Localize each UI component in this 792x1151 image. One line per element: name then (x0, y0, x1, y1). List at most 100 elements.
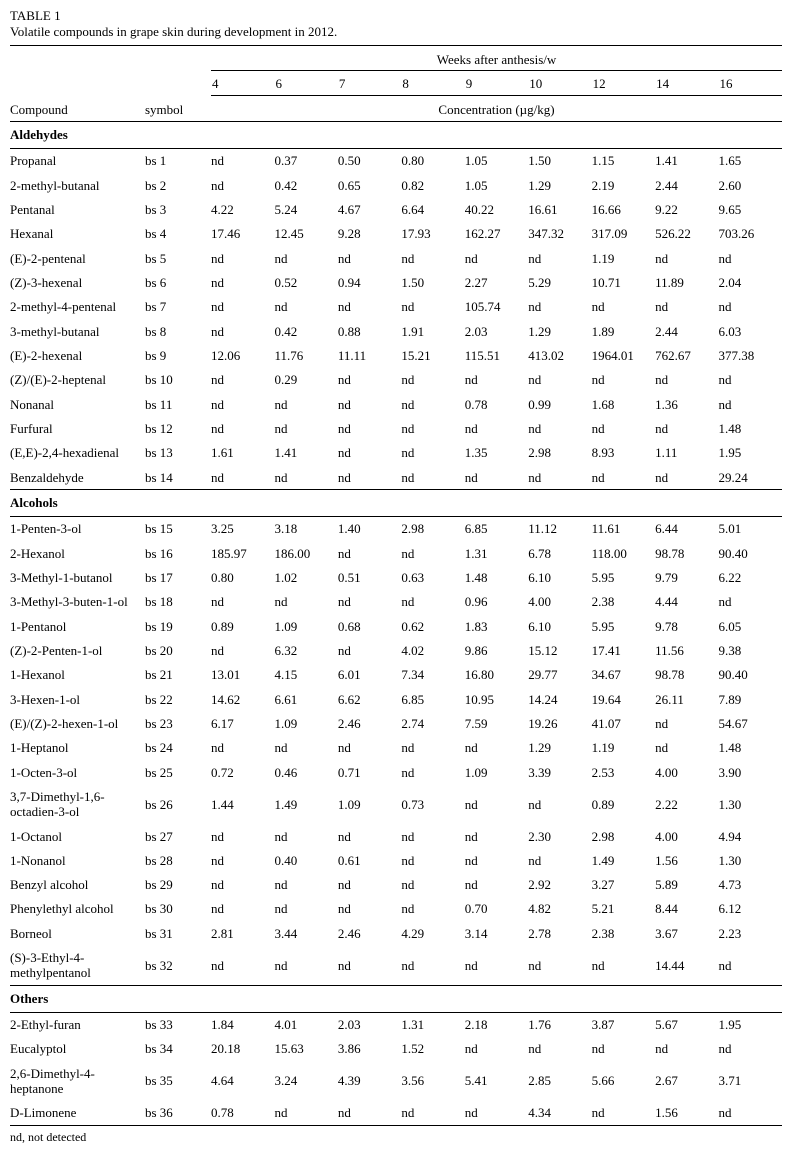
concentration-value: 5.89 (655, 877, 678, 893)
concentration-value: 5.24 (274, 201, 298, 217)
concentration-value: 15.12 (528, 642, 558, 658)
column-headers-row: Compound symbol Concentration (µg/kg) (10, 95, 782, 123)
section-title: Alcohols (10, 489, 782, 517)
concentration-value: 0.88 (337, 323, 361, 339)
concentration-value: 3.24 (274, 1073, 298, 1089)
compound-symbol: bs 28 (145, 852, 173, 868)
concentration-value: 6.78 (528, 545, 551, 561)
compound-symbol: bs 30 (145, 901, 173, 917)
compound-name: 3-Hexen-1-ol (10, 691, 81, 707)
compound-symbol: bs 35 (145, 1073, 173, 1089)
concentration-value: 1.44 (211, 796, 234, 812)
concentration-value: 703.26 (718, 226, 755, 242)
compound-name: 1-Heptanol (10, 740, 69, 756)
table-header: Weeks after anthesis/w 4 6 7 8 9 10 12 14 16 Com… (10, 45, 782, 123)
concentration-value: 0.46 (274, 764, 298, 780)
concentration-value: 8.44 (655, 901, 678, 917)
section-title: Aldehydes (10, 121, 782, 149)
concentration-value: nd (464, 852, 478, 868)
table-row: 2-methyl-butanal bs 2 nd 0.42 0.65 0.82 1.05 1.… (10, 173, 782, 197)
concentration-value: 14.44 (655, 957, 685, 973)
concentration-value: nd (401, 372, 415, 388)
concentration-value: 1.05 (464, 153, 488, 169)
concentration-value: nd (401, 299, 415, 315)
concentration-value: 2.81 (211, 925, 234, 941)
table-row: Benzyl alcohol bs 29 nd nd nd nd nd 2.92 3.27 5.8… (10, 873, 782, 897)
concentration-value: nd (464, 877, 478, 893)
table-body: Aldehydes Propanal bs 1 nd 0.37 0.50 0.80 1.05 1… (10, 121, 782, 1126)
concentration-value: nd (337, 545, 351, 561)
compound-name: (E)/(Z)-2-hexen-1-ol (10, 715, 119, 731)
concentration-value: 0.42 (274, 177, 298, 193)
concentration-value: 7.59 (464, 715, 488, 731)
compound-symbol: bs 34 (145, 1041, 173, 1057)
concentration-value: 1.29 (528, 323, 551, 339)
concentration-value: 2.23 (718, 925, 742, 941)
concentration-value: nd (655, 420, 669, 436)
compound-name: Pentanal (10, 201, 55, 217)
concentration-value: 98.78 (655, 667, 685, 683)
concentration-value: nd (211, 740, 224, 756)
compound-symbol: bs 4 (145, 226, 167, 242)
concentration-value: 0.72 (211, 764, 234, 780)
symbol-column-header: symbol (145, 95, 211, 123)
compound-symbol: bs 2 (145, 177, 167, 193)
concentration-value: 4.82 (528, 901, 551, 917)
concentration-value: 0.70 (464, 901, 488, 917)
concentration-value: nd (401, 877, 415, 893)
compound-symbol: bs 7 (145, 299, 167, 315)
concentration-value: 1.95 (718, 445, 742, 461)
concentration-value: 4.44 (655, 594, 678, 610)
compound-symbol: bs 25 (145, 764, 173, 780)
concentration-value: nd (401, 420, 415, 436)
concentration-value: 1.36 (655, 396, 678, 412)
compound-name: 3,7-Dimethyl-1,6-octadien-3-ol (10, 788, 105, 820)
compound-symbol: bs 10 (145, 372, 173, 388)
compound-symbol: bs 13 (145, 445, 173, 461)
concentration-value: nd (528, 1041, 542, 1057)
table-row: (Z)-3-hexenal bs 6 nd 0.52 0.94 1.50 2.27 5.29 1… (10, 270, 782, 294)
concentration-value: nd (211, 274, 224, 290)
concentration-value: 14.62 (211, 691, 241, 707)
concentration-value: 6.17 (211, 715, 234, 731)
concentration-value: 1.09 (464, 764, 488, 780)
concentration-value: 0.94 (337, 274, 361, 290)
concentration-value: nd (337, 372, 351, 388)
concentration-value: nd (591, 1105, 605, 1121)
table-row: (S)-3-Ethyl-4-methylpentanol bs 32 nd nd nd n… (10, 946, 782, 986)
concentration-value: nd (401, 445, 415, 461)
concentration-value: nd (401, 469, 415, 485)
concentration-value: nd (211, 877, 224, 893)
concentration-value: 0.52 (274, 274, 298, 290)
concentration-value: 115.51 (464, 347, 501, 363)
table-row: 3,7-Dimethyl-1,6-octadien-3-ol bs 26 1.44 1… (10, 784, 782, 824)
concentration-value: nd (274, 594, 288, 610)
concentration-value: nd (337, 828, 351, 844)
concentration-value: 0.80 (211, 569, 234, 585)
concentration-value: nd (337, 250, 351, 266)
concentration-value: nd (464, 420, 478, 436)
concentration-value: 1.19 (591, 740, 615, 756)
compound-name: 1-Hexanol (10, 667, 65, 683)
concentration-value: 1.02 (274, 569, 298, 585)
week-column-header: 10 (528, 70, 592, 97)
concentration-value: 2.53 (591, 764, 615, 780)
concentration-value: 1.09 (337, 796, 361, 812)
concentration-value: nd (274, 828, 288, 844)
compound-name: 2-methyl-butanal (10, 177, 100, 193)
section-row: Alcohols (10, 489, 782, 517)
concentration-value: 526.22 (655, 226, 691, 242)
concentration-value: nd (274, 396, 288, 412)
concentration-value: 11.61 (591, 521, 621, 537)
concentration-value: 2.38 (591, 594, 615, 610)
weeks-axis-label: Weeks after anthesis/w (211, 45, 782, 71)
concentration-value: 3.56 (401, 1073, 425, 1089)
concentration-value: 413.02 (528, 347, 564, 363)
concentration-value: nd (464, 1041, 478, 1057)
concentration-value: 3.71 (718, 1073, 742, 1089)
concentration-value: 6.10 (528, 618, 551, 634)
concentration-value: 1.15 (591, 153, 615, 169)
concentration-value: 1.30 (718, 852, 742, 868)
concentration-value: nd (464, 469, 478, 485)
concentration-value: 19.64 (591, 691, 621, 707)
